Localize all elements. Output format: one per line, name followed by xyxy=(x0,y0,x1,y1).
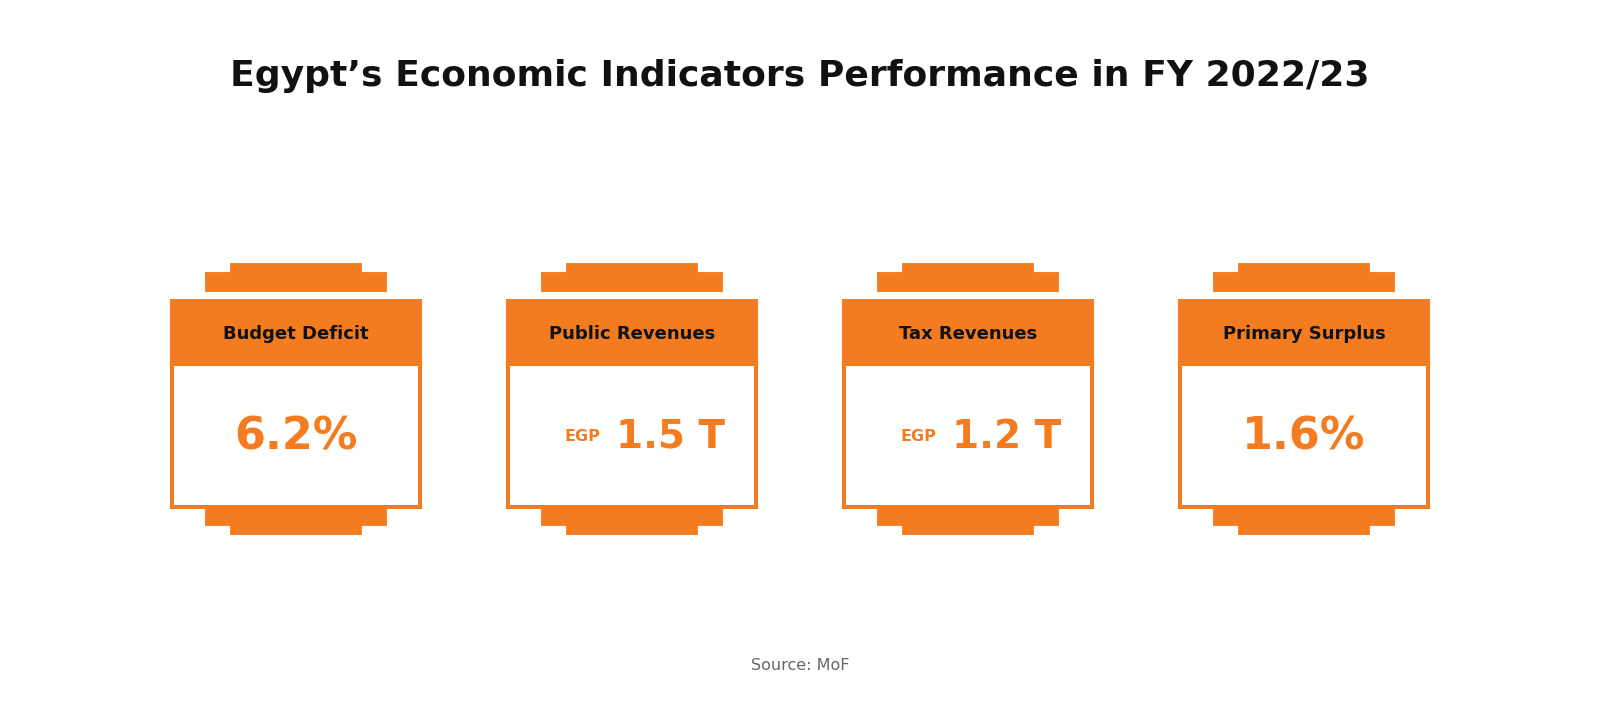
Text: Tax Revenues: Tax Revenues xyxy=(899,325,1037,343)
Text: EGP: EGP xyxy=(901,429,936,444)
Bar xyxy=(173,302,421,366)
Text: 1.2 T: 1.2 T xyxy=(952,418,1061,456)
Bar xyxy=(206,274,386,292)
Bar xyxy=(568,265,696,274)
Bar xyxy=(845,302,1091,507)
Text: Budget Deficit: Budget Deficit xyxy=(222,325,370,343)
Bar xyxy=(845,302,1091,366)
Bar xyxy=(878,274,1058,292)
Text: Source: MoF: Source: MoF xyxy=(750,659,850,673)
Bar xyxy=(904,523,1032,533)
Bar xyxy=(904,265,1032,274)
Bar xyxy=(1240,265,1368,274)
Bar xyxy=(542,507,722,523)
Text: Egypt’s Economic Indicators Performance in FY 2022/23: Egypt’s Economic Indicators Performance … xyxy=(230,58,1370,93)
Bar xyxy=(509,292,757,302)
Bar xyxy=(1181,292,1429,302)
Bar xyxy=(568,523,696,533)
Bar xyxy=(509,302,757,507)
Bar xyxy=(1181,302,1429,507)
Bar xyxy=(173,292,421,302)
Bar xyxy=(1181,302,1429,366)
Text: Primary Surplus: Primary Surplus xyxy=(1222,325,1386,343)
Bar xyxy=(1240,523,1368,533)
Text: 1.5 T: 1.5 T xyxy=(616,418,725,456)
Bar xyxy=(542,274,722,292)
Bar xyxy=(232,523,360,533)
Text: 6.2%: 6.2% xyxy=(234,415,358,459)
Bar xyxy=(232,265,360,274)
Text: Public Revenues: Public Revenues xyxy=(549,325,715,343)
Bar xyxy=(206,507,386,523)
Text: EGP: EGP xyxy=(565,429,600,444)
Bar xyxy=(173,302,421,507)
Bar xyxy=(509,302,757,366)
Bar xyxy=(1214,507,1394,523)
Bar xyxy=(878,507,1058,523)
Text: 1.6%: 1.6% xyxy=(1242,415,1366,459)
Bar xyxy=(845,292,1091,302)
Bar xyxy=(1214,274,1394,292)
